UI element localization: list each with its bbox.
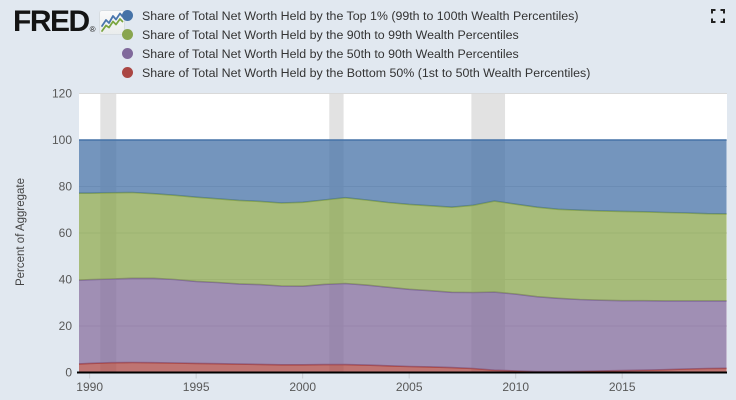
y-axis-tick-label: 40 xyxy=(59,273,73,287)
legend-label-top-1: Share of Total Net Worth Held by the Top… xyxy=(142,8,579,23)
legend-dot-top-1 xyxy=(122,10,133,21)
legend-dot-bottom-50 xyxy=(122,67,133,78)
legend-item-50th-90th[interactable]: Share of Total Net Worth Held by the 50t… xyxy=(122,46,590,61)
fullscreen-icon xyxy=(711,9,725,23)
area-top-1 xyxy=(79,140,727,214)
x-axis-tick-label: 1990 xyxy=(76,380,103,394)
fred-logo-text: FRED xyxy=(13,5,90,38)
x-axis-tick-label: 2010 xyxy=(502,380,529,394)
x-axis-tick-label: 2000 xyxy=(289,380,316,394)
legend-label-50th-90th: Share of Total Net Worth Held by the 50t… xyxy=(142,46,519,61)
area-50th-90th xyxy=(79,278,727,372)
legend-item-top-1[interactable]: Share of Total Net Worth Held by the Top… xyxy=(122,8,590,23)
y-axis-tick-label: 100 xyxy=(52,133,72,147)
x-axis-tick-label: 2015 xyxy=(609,380,636,394)
fullscreen-button[interactable] xyxy=(711,9,725,23)
legend-item-bottom-50[interactable]: Share of Total Net Worth Held by the Bot… xyxy=(122,65,590,80)
legend-dot-50th-90th xyxy=(122,48,133,59)
chart-legend: Share of Total Net Worth Held by the Top… xyxy=(122,8,590,80)
y-axis-tick-label: 20 xyxy=(59,319,73,333)
fred-logo-chart-icon xyxy=(98,10,125,35)
x-axis-tick-label: 2005 xyxy=(396,380,423,394)
area-90th-99th xyxy=(79,192,727,301)
x-axis-tick-label: 1995 xyxy=(183,380,210,394)
y-axis-tick-label: 0 xyxy=(65,366,72,380)
legend-label-bottom-50: Share of Total Net Worth Held by the Bot… xyxy=(142,65,591,80)
y-axis-tick-label: 80 xyxy=(59,180,73,194)
registered-trademark: ® xyxy=(89,25,96,34)
legend-item-90th-99th[interactable]: Share of Total Net Worth Held by the 90t… xyxy=(122,27,590,42)
y-axis-tick-label: 120 xyxy=(52,87,72,101)
area-bottom-50 xyxy=(79,362,727,373)
legend-dot-90th-99th xyxy=(122,29,133,40)
y-axis-tick-label: 60 xyxy=(59,226,73,240)
fred-logo[interactable]: FRED ® xyxy=(13,7,125,37)
legend-label-90th-99th: Share of Total Net Worth Held by the 90t… xyxy=(142,27,519,42)
